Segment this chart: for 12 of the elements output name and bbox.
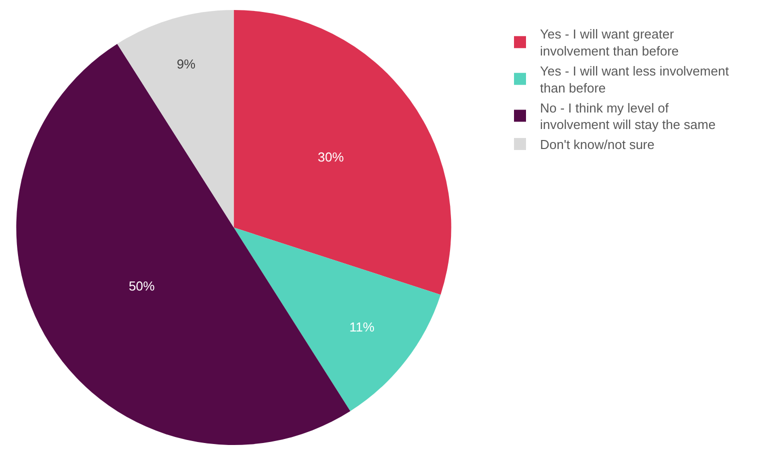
legend-label: Yes - I will want less involvement than before	[540, 64, 730, 96]
pie-slice	[16, 44, 350, 445]
pie-slice	[234, 228, 441, 412]
data-label: 11%	[349, 320, 375, 335]
pie-slice	[234, 10, 451, 295]
legend-label: Don't know/not sure	[540, 137, 654, 152]
pie-slice	[117, 10, 234, 228]
data-label: 50%	[128, 278, 156, 294]
data-label: 9%	[176, 56, 196, 72]
data-label: 30%	[318, 149, 344, 164]
legend-label: Yes - I will want greater involvement than before	[540, 26, 679, 59]
legend-label: No - I think my level of involvement will stay the same	[540, 100, 716, 132]
